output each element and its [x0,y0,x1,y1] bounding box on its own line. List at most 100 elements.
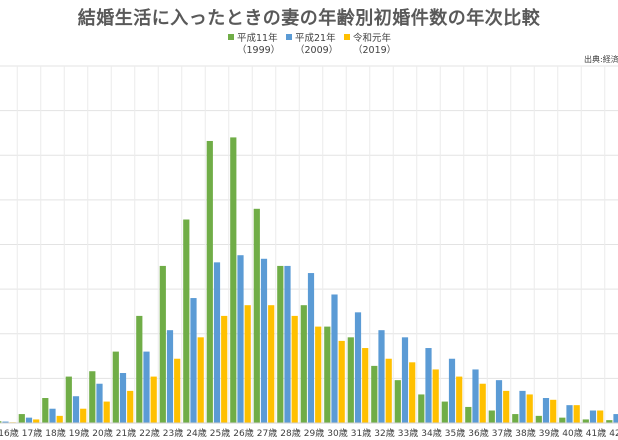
bar-17歳-平成11年 [18,414,25,423]
bar-20歳-平成11年 [89,371,96,423]
x-tick-label: 35歳 [445,427,465,439]
x-tick-label: 40歳 [562,427,582,439]
bar-22歳-平成11年 [136,315,143,423]
x-tick-label: 29歳 [304,427,324,439]
bar-32歳-平成11年 [371,365,378,423]
legend-item-1999: 平成11年 （1999） [228,33,280,57]
x-tick-label: 42歳 [609,427,618,439]
bar-18歳-令和元年 [56,415,63,423]
x-tick-label: 16歳 [0,427,19,439]
chart-legend: 平成11年 （1999） 平成21年 （2009） 令和元年 （2019） [0,33,618,63]
bar-30歳-平成21年 [331,294,338,423]
x-tick-label: 33歳 [398,427,418,439]
bar-26歳-平成21年 [237,255,244,423]
legend-swatch-1999 [228,34,234,40]
bar-18歳-平成21年 [49,408,56,423]
bar-24歳-令和元年 [197,337,204,423]
bar-33歳-平成21年 [401,337,409,423]
bar-19歳-平成11年 [65,376,72,423]
bar-25歳-平成21年 [213,262,221,423]
x-tick-label: 25歳 [210,427,230,439]
bar-34歳-平成11年 [418,394,425,423]
bar-32歳-平成21年 [378,330,385,423]
bar-41歳-平成11年 [582,419,589,423]
bar-17歳-平成21年 [25,417,33,423]
bar-21歳-平成21年 [119,373,127,423]
bar-18歳-平成11年 [42,398,49,423]
bar-38歳-平成21年 [519,390,526,423]
bar-25歳-令和元年 [221,315,228,423]
x-tick-label: 38歳 [515,427,535,439]
x-tick-label: 41歳 [586,427,606,439]
bar-28歳-平成11年 [277,265,284,423]
bar-36歳-平成11年 [465,406,472,423]
x-tick-label: 37歳 [492,427,512,439]
bar-38歳-令和元年 [526,394,533,423]
legend-label-2009: 平成21年 [295,33,336,44]
x-tick-label: 31歳 [351,427,371,439]
x-tick-label: 32歳 [374,427,394,439]
bar-26歳-平成11年 [230,137,237,423]
bar-36歳-令和元年 [479,383,486,423]
legend-swatch-2019 [344,34,350,40]
chart-title: 結婚生活に入ったときの妻の年齢別初婚件数の年次比較 [77,8,541,29]
bar-26歳-令和元年 [244,305,251,423]
x-tick-label: 39歳 [539,427,559,439]
x-tick-label: 30歳 [327,427,347,439]
bar-21歳-平成11年 [112,351,119,423]
bars [0,137,618,424]
legend-year-1999: （1999） [237,45,281,56]
bar-19歳-平成21年 [72,396,80,423]
bar-23歳-平成11年 [159,265,166,423]
x-tick-label: 28歳 [280,427,300,439]
bar-29歳-令和元年 [315,326,322,423]
legend-year-2019: （2019） [353,45,397,56]
x-tick-label: 21歳 [116,427,136,439]
bar-40歳-平成11年 [559,417,566,423]
bar-31歳-平成21年 [354,312,362,423]
legend-year-2009: （2009） [295,45,339,56]
bar-30歳-平成11年 [324,326,331,423]
bar-32歳-令和元年 [385,358,392,423]
bar-24歳-平成11年 [183,219,190,423]
legend-item-2019: 令和元年 （2019） [344,33,396,57]
x-axis-ticks: 16歳 17歳 18歳 19歳 20歳 21歳 22歳 23歳 24歳 25歳 26歳 27歳 28歳 2… [0,427,618,439]
bar-34歳-平成21年 [425,348,432,423]
legend-label-2019: 令和元年 [353,33,392,44]
bar-19歳-令和元年 [80,408,87,423]
bar-35歳-平成21年 [448,358,456,423]
bar-31歳-平成11年 [347,337,354,423]
bar-16歳-平成21年 [2,421,9,423]
x-tick-label: 17歳 [22,427,42,439]
bar-34歳-令和元年 [432,369,439,423]
x-tick-label: 23歳 [163,427,183,439]
bar-37歳-令和元年 [503,390,510,423]
x-tick-label: 24歳 [186,427,206,439]
bar-42歳-平成21年 [613,414,618,423]
bar-31歳-令和元年 [362,348,369,423]
x-tick-label: 27歳 [257,427,277,439]
bar-23歳-平成21年 [166,330,174,423]
bar-28歳-令和元年 [291,315,298,423]
bar-33歳-令和元年 [409,362,416,423]
bar-37歳-平成11年 [488,410,495,423]
x-tick-label: 22歳 [139,427,159,439]
bar-27歳-平成21年 [260,258,268,423]
bar-33歳-平成11年 [394,380,401,423]
bar-37歳-平成21年 [495,380,503,423]
bar-35歳-令和元年 [456,376,463,423]
bar-39歳-令和元年 [550,399,557,423]
bar-20歳-平成21年 [96,383,103,423]
bar-40歳-平成21年 [566,405,573,423]
bar-23歳-令和元年 [174,358,181,423]
bar-20歳-令和元年 [103,401,110,423]
legend-item-2009: 平成21年 （2009） [286,33,338,57]
bar-25歳-平成11年 [206,140,213,423]
bar-39歳-平成21年 [542,398,550,423]
bar-38歳-平成11年 [512,414,519,423]
x-tick-label: 34歳 [421,427,441,439]
bar-40歳-令和元年 [573,405,580,423]
bar-41歳-令和元年 [597,410,604,423]
bar-27歳-平成11年 [253,208,260,423]
